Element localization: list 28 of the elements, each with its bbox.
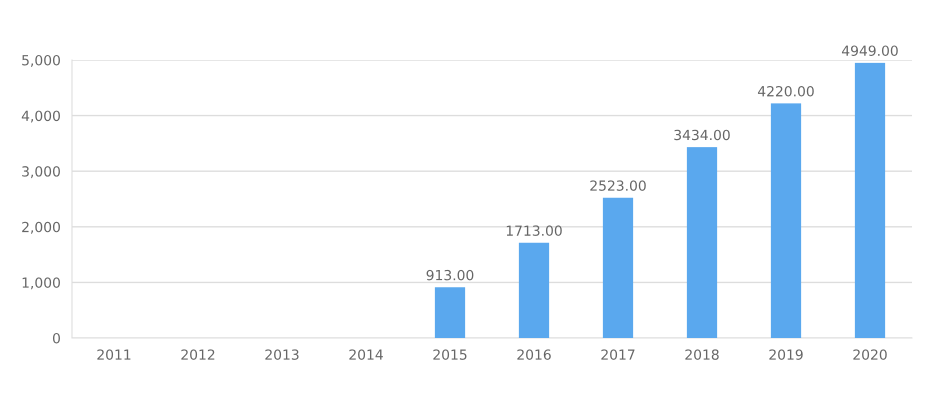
data-label: 3434.00 — [674, 130, 730, 140]
x-tick-label: 2017 — [601, 349, 634, 360]
data-label: 4220.00 — [758, 86, 814, 97]
x-tick-label: 2012 — [181, 349, 214, 360]
bar — [686, 147, 718, 338]
x-tick-label: 2019 — [769, 349, 803, 360]
y-tick-label: 4,000 — [22, 110, 60, 122]
x-tick-label: 2018 — [685, 349, 719, 360]
x-tick-label: 2015 — [433, 349, 466, 360]
x-tick-label: 2014 — [349, 349, 383, 360]
y-tick-label: 1,000 — [22, 277, 60, 290]
x-tick-label: 2011 — [97, 349, 130, 360]
y-tick-label: 2,000 — [22, 222, 60, 234]
y-tick-label: 5,000 — [22, 54, 60, 67]
x-tick-label: 2013 — [265, 349, 299, 360]
data-label: 4949.00 — [842, 45, 898, 56]
data-label: 2523.00 — [590, 180, 646, 191]
bar — [602, 198, 634, 338]
data-label: 913.00 — [426, 270, 474, 280]
y-tick-label: 3,000 — [22, 166, 60, 178]
x-tick-label: 2020 — [853, 349, 887, 360]
bar — [434, 287, 466, 338]
bar — [518, 242, 550, 338]
y-tick-label: 0 — [52, 332, 60, 344]
data-label: 1713.00 — [506, 225, 562, 236]
bar — [854, 62, 886, 338]
bar — [770, 103, 802, 338]
x-tick-label: 2016 — [517, 349, 551, 360]
